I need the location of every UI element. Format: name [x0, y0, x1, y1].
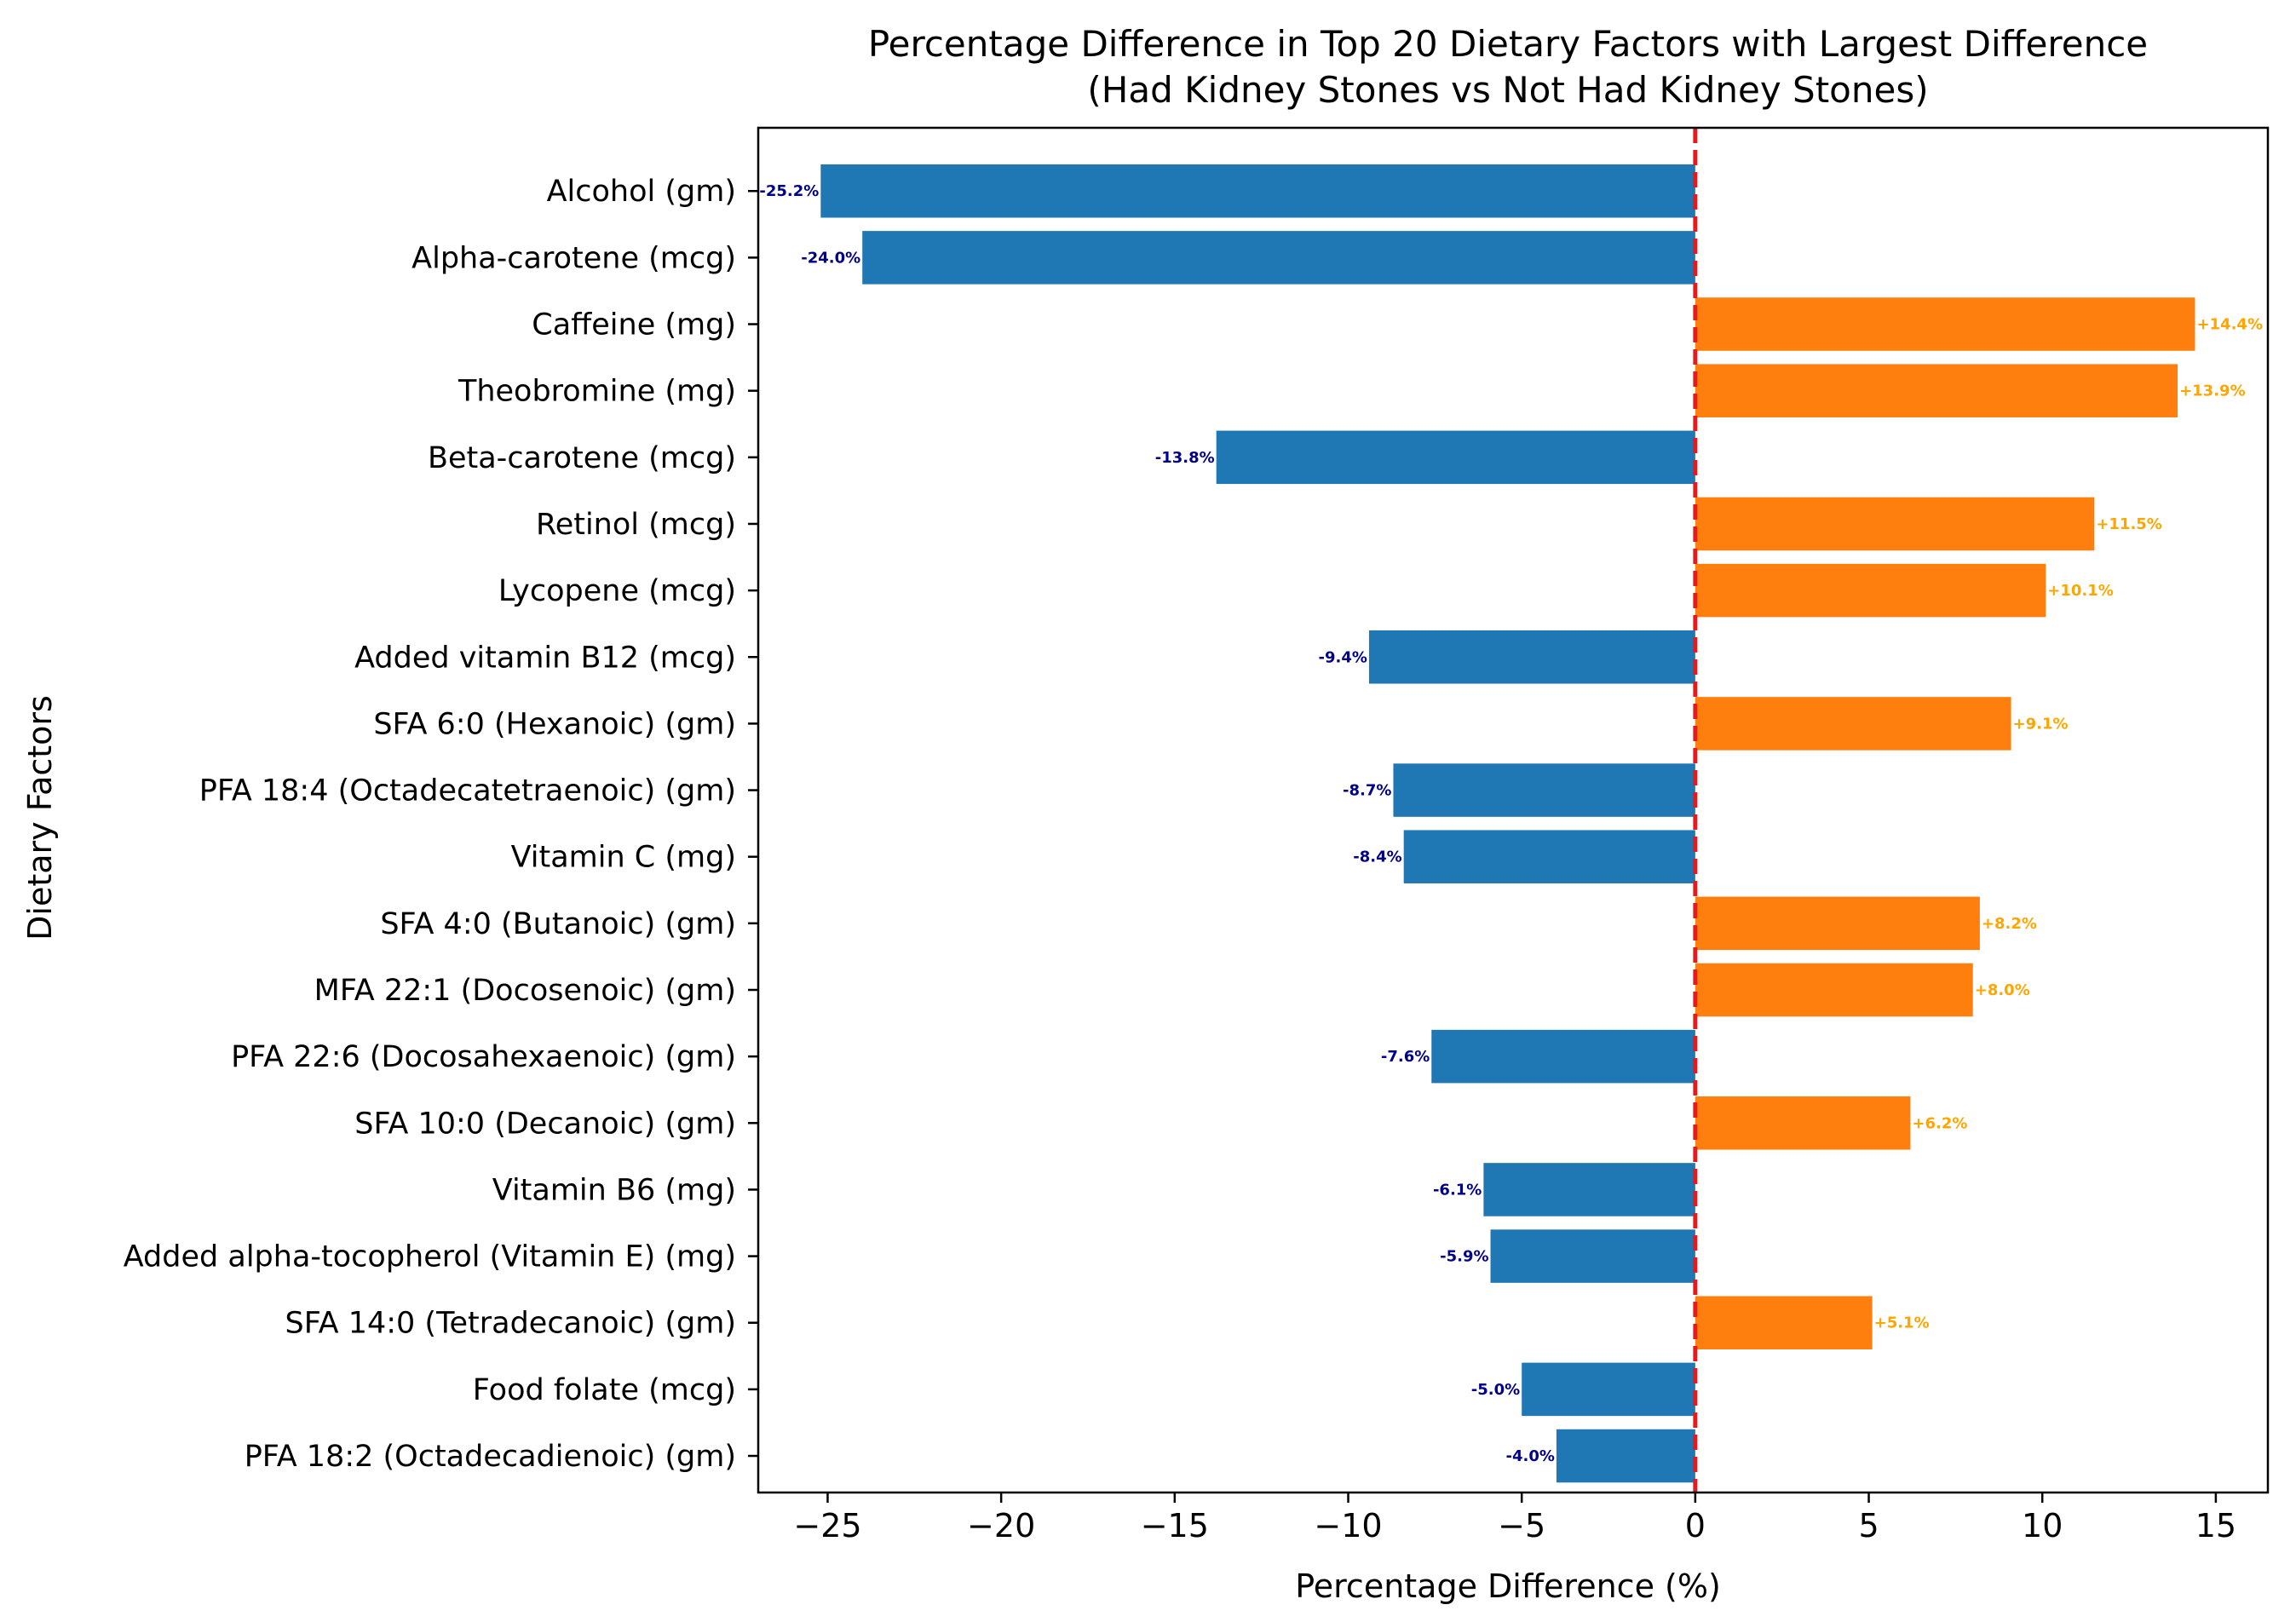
y-tick-label: PFA 18:4 (Octadecatetraenoic) (gm)	[199, 774, 736, 808]
y-tick-label: Retinol (mcg)	[536, 508, 736, 542]
x-tick-label: −10	[1314, 1507, 1382, 1544]
y-tick-label: Food folate (mcg)	[473, 1373, 736, 1407]
x-axis-label: Percentage Difference (%)	[1295, 1567, 1721, 1605]
x-tick-label: −5	[1498, 1507, 1545, 1544]
data-label-4: +13.9%	[2179, 382, 2246, 400]
bar-16	[1483, 1163, 1695, 1216]
data-label-10: -8.7%	[1343, 782, 1391, 800]
data-labels-group: -25.2% -24.0% +14.4% +13.9% -13.8% +11.5% +10.…	[759, 182, 2263, 1465]
bar-3	[1695, 297, 2195, 351]
bar-4	[1695, 364, 2178, 417]
y-tick-label: Beta-carotene (mcg)	[428, 441, 736, 475]
y-tick-label: Alcohol (gm)	[547, 175, 736, 209]
y-tick-label: Vitamin C (mg)	[511, 841, 736, 875]
bar-15	[1695, 1096, 1911, 1150]
bar-13	[1695, 963, 1973, 1017]
data-label-14: -7.6%	[1381, 1048, 1430, 1066]
y-tick-label: Added vitamin B12 (mcg)	[354, 641, 736, 675]
y-tick-label: Added alpha-tocopherol (Vitamin E) (mg)	[124, 1240, 736, 1274]
bar-12	[1695, 896, 1980, 951]
data-label-7: +10.1%	[2047, 582, 2114, 600]
bar-9	[1695, 697, 2011, 751]
bar-1	[820, 164, 1695, 218]
y-tick-label: MFA 22:1 (Docosenoic) (gm)	[314, 974, 736, 1008]
data-label-9: +9.1%	[2013, 715, 2069, 733]
y-tick-label: PFA 22:6 (Docosahexaenoic) (gm)	[231, 1040, 736, 1074]
data-label-2: -24.0%	[801, 249, 860, 267]
x-axis-ticks: −25 −20 −15 −10 −5 0 5 10 15	[793, 1493, 2236, 1544]
y-axis-label: Dietary Factors	[21, 695, 59, 940]
bar-18	[1695, 1296, 1873, 1349]
data-label-20: -4.0%	[1506, 1447, 1555, 1465]
bars-group	[820, 164, 2195, 1483]
y-tick-label: Theobromine (mg)	[457, 375, 736, 409]
bar-6	[1695, 497, 2095, 551]
data-label-5: -13.8%	[1155, 449, 1215, 467]
bar-7	[1695, 563, 2046, 618]
bar-5	[1216, 430, 1695, 485]
y-tick-label: SFA 4:0 (Butanoic) (gm)	[380, 907, 736, 941]
bar-10	[1393, 763, 1695, 817]
y-tick-label: Vitamin B6 (mg)	[492, 1173, 736, 1207]
x-tick-label: 0	[1685, 1507, 1706, 1544]
data-label-8: -9.4%	[1319, 648, 1367, 666]
chart-subtitle: (Had Kidney Stones vs Not Had Kidney Sto…	[1087, 69, 1928, 111]
chart-title: Percentage Difference in Top 20 Dietary …	[868, 23, 2148, 65]
y-tick-label: Lycopene (mcg)	[498, 574, 736, 608]
bar-19	[1522, 1362, 1695, 1417]
data-label-19: -5.0%	[1471, 1381, 1520, 1399]
data-label-18: +5.1%	[1874, 1314, 1930, 1332]
data-label-16: -6.1%	[1433, 1181, 1482, 1199]
plot-frame	[757, 126, 2270, 1494]
bar-2	[862, 231, 1695, 285]
data-label-15: +6.2%	[1912, 1114, 1967, 1132]
bar-20	[1556, 1429, 1695, 1483]
y-tick-label: PFA 18:2 (Octadecadienoic) (gm)	[245, 1440, 736, 1474]
x-tick-label: −25	[793, 1507, 861, 1544]
y-tick-label: SFA 10:0 (Decanoic) (gm)	[354, 1107, 736, 1141]
data-label-3: +14.4%	[2196, 316, 2263, 334]
bar-14	[1431, 1029, 1695, 1084]
data-label-12: +8.2%	[1982, 915, 2037, 933]
y-tick-label: Alpha-carotene (mcg)	[411, 241, 736, 275]
bar-17	[1490, 1229, 1695, 1283]
x-tick-label: −20	[967, 1507, 1035, 1544]
data-label-11: -8.4%	[1353, 848, 1401, 866]
data-label-17: -5.9%	[1440, 1248, 1488, 1266]
x-tick-label: 15	[2195, 1507, 2236, 1544]
bar-8	[1368, 630, 1695, 684]
data-label-13: +8.0%	[1975, 981, 2030, 999]
y-tick-label: SFA 14:0 (Tetradecanoic) (gm)	[285, 1307, 736, 1341]
data-label-1: -25.2%	[759, 182, 819, 200]
x-tick-label: 10	[2022, 1507, 2063, 1544]
y-tick-label: SFA 6:0 (Hexanoic) (gm)	[373, 707, 736, 741]
y-tick-label: Caffeine (mg)	[532, 308, 736, 342]
bar-11	[1403, 830, 1695, 883]
y-axis-ticks: Alcohol (gm) Alpha-carotene (mcg) Caffeine…	[124, 175, 758, 1474]
x-tick-label: 5	[1858, 1507, 1879, 1544]
data-label-6: +11.5%	[2096, 515, 2162, 533]
x-tick-label: −15	[1141, 1507, 1209, 1544]
